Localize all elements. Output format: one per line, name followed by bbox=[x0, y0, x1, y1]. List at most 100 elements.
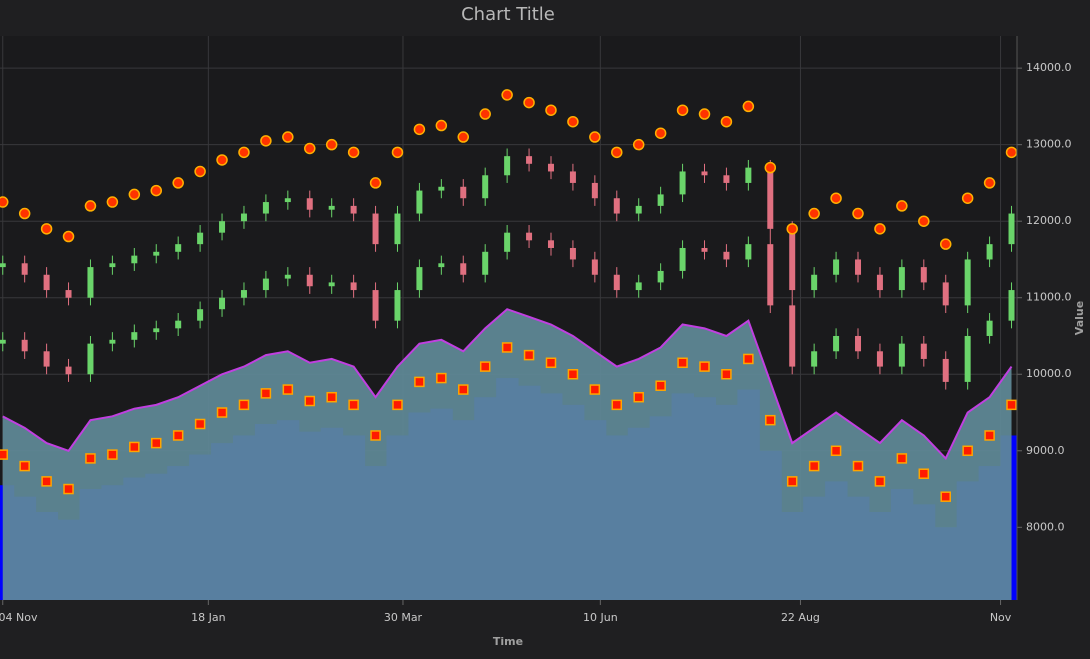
candle-body bbox=[65, 290, 72, 298]
candle-body bbox=[109, 263, 116, 268]
candle-body bbox=[723, 175, 730, 183]
y-tick-label: 8000.0 bbox=[1026, 520, 1065, 533]
candle-body bbox=[964, 259, 971, 306]
candle-body bbox=[547, 240, 554, 248]
candle-body bbox=[767, 167, 774, 229]
y-tick-label: 10000.0 bbox=[1026, 367, 1072, 380]
candle-body bbox=[328, 282, 335, 287]
square-marker bbox=[479, 361, 491, 372]
square-marker bbox=[1006, 399, 1017, 411]
candle-body bbox=[350, 282, 357, 291]
candle-body bbox=[504, 156, 511, 176]
square-marker bbox=[501, 342, 513, 353]
circle-marker bbox=[0, 196, 9, 208]
candle-body bbox=[833, 259, 840, 275]
candle-body bbox=[0, 339, 6, 344]
candle-body bbox=[986, 320, 993, 336]
x-axis-title: Time bbox=[493, 635, 523, 648]
candle-body bbox=[855, 259, 862, 275]
circle-marker bbox=[720, 115, 733, 128]
y-tick-label: 12000.0 bbox=[1026, 214, 1072, 227]
circle-marker bbox=[435, 119, 448, 132]
candle-body bbox=[131, 332, 138, 340]
candle-body bbox=[284, 198, 291, 203]
candle-body bbox=[613, 198, 620, 214]
candle-body bbox=[350, 205, 357, 214]
x-tick-label: Nov bbox=[990, 611, 1012, 624]
square-marker bbox=[567, 368, 579, 380]
square-marker bbox=[172, 430, 184, 441]
candle-body bbox=[657, 270, 664, 283]
candle-body bbox=[87, 267, 94, 298]
candle-body bbox=[482, 175, 489, 199]
square-marker bbox=[238, 399, 250, 411]
circle-marker bbox=[830, 192, 842, 204]
candle-body bbox=[240, 290, 247, 298]
candle-body bbox=[416, 190, 423, 214]
candle-body bbox=[569, 247, 576, 260]
candle-body bbox=[679, 171, 686, 195]
candle-body bbox=[635, 282, 642, 291]
candle-body bbox=[679, 247, 686, 271]
square-marker bbox=[655, 380, 666, 391]
candle-body bbox=[811, 274, 818, 291]
candle-body bbox=[21, 263, 28, 275]
candle-body bbox=[394, 290, 401, 321]
square-marker bbox=[151, 437, 162, 449]
square-marker bbox=[918, 468, 930, 479]
circle-marker bbox=[698, 108, 711, 120]
y-tick-label: 9000.0 bbox=[1026, 444, 1065, 457]
square-marker bbox=[63, 483, 74, 495]
candle-body bbox=[701, 247, 708, 252]
square-marker bbox=[545, 357, 557, 369]
square-marker bbox=[392, 399, 403, 411]
candle-body bbox=[569, 171, 576, 183]
candle-body bbox=[482, 251, 489, 275]
candle-body bbox=[504, 232, 511, 252]
candle-body bbox=[1008, 213, 1015, 245]
square-marker bbox=[414, 376, 425, 388]
circle-marker bbox=[62, 230, 75, 243]
candle-body bbox=[460, 263, 467, 275]
circle-marker bbox=[479, 108, 491, 120]
x-tick-label: 04 Nov bbox=[0, 611, 38, 624]
candle-body bbox=[591, 182, 598, 199]
candle-body bbox=[591, 259, 598, 275]
candle-body bbox=[986, 244, 993, 260]
candle-body bbox=[876, 274, 883, 291]
x-tick-label: 22 Aug bbox=[781, 611, 820, 624]
circle-marker bbox=[172, 177, 184, 189]
square-marker bbox=[129, 441, 140, 453]
candle-body bbox=[876, 351, 883, 367]
circle-marker bbox=[304, 142, 316, 155]
candle-body bbox=[153, 251, 160, 256]
circle-marker bbox=[413, 123, 426, 136]
square-marker bbox=[194, 418, 206, 430]
square-marker bbox=[830, 445, 842, 457]
circle-marker bbox=[194, 165, 206, 178]
circle-marker bbox=[84, 200, 97, 212]
candle-body bbox=[547, 163, 554, 172]
circle-marker bbox=[501, 89, 513, 101]
square-marker bbox=[721, 368, 732, 380]
candle-body bbox=[197, 309, 204, 321]
candle-body bbox=[262, 278, 269, 291]
candle-body bbox=[833, 335, 840, 352]
circle-marker bbox=[808, 207, 820, 220]
square-marker bbox=[326, 391, 337, 403]
candle-body bbox=[240, 213, 247, 222]
circle-marker bbox=[40, 223, 53, 235]
square-marker bbox=[216, 407, 228, 418]
square-marker bbox=[458, 384, 469, 395]
candle-body bbox=[65, 366, 72, 375]
circle-marker bbox=[764, 161, 777, 174]
area-line bbox=[2, 308, 1013, 461]
circle-marker bbox=[983, 177, 996, 189]
candle-body bbox=[613, 274, 620, 291]
candle-body bbox=[526, 232, 533, 241]
square-marker bbox=[436, 372, 447, 384]
y-tick-label: 14000.0 bbox=[1026, 61, 1072, 74]
candle-body bbox=[394, 213, 401, 245]
plot bbox=[0, 89, 1017, 600]
